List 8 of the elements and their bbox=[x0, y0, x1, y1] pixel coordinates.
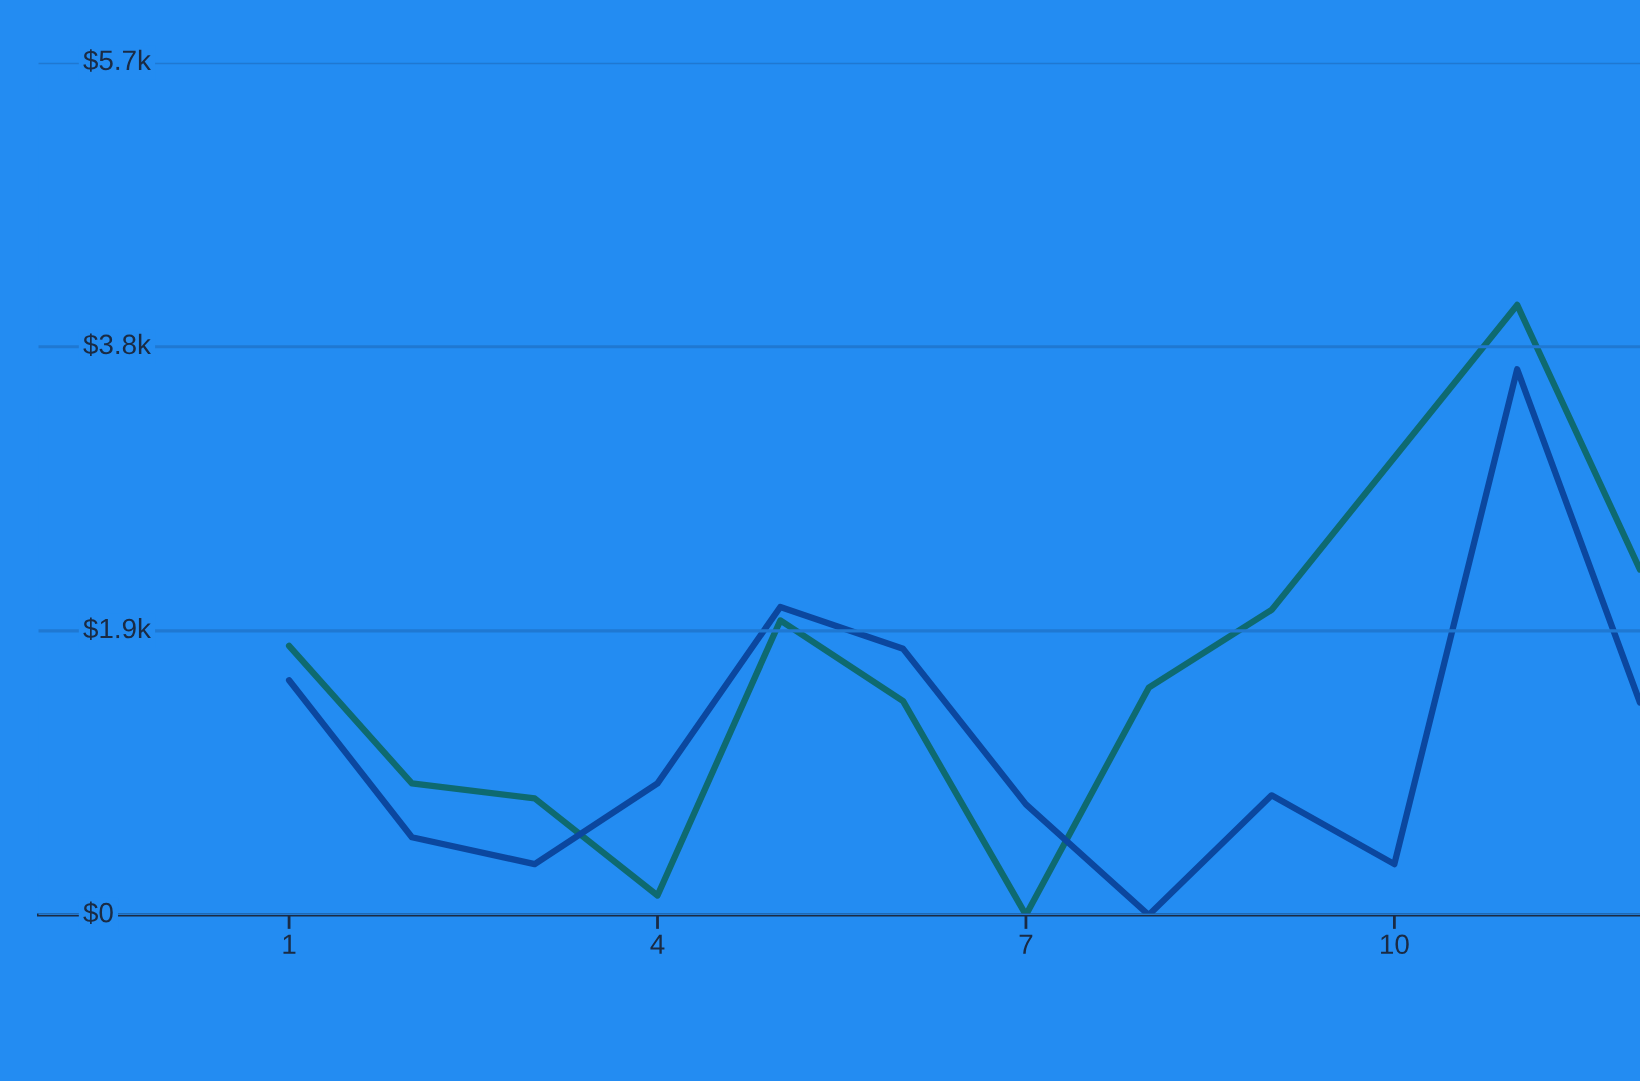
x-tick-label: 7 bbox=[1019, 934, 1033, 954]
y-tick-label: $1.9k bbox=[83, 617, 151, 640]
x-tick-label: 4 bbox=[650, 934, 665, 954]
y-tick-label: $3.8k bbox=[83, 333, 151, 356]
x-tick-label: 10 bbox=[1381, 934, 1409, 955]
y-tick-label: $0 bbox=[83, 901, 113, 925]
y-tick-label: $5.7k bbox=[83, 49, 151, 72]
x-tick-label: 1 bbox=[283, 934, 296, 954]
